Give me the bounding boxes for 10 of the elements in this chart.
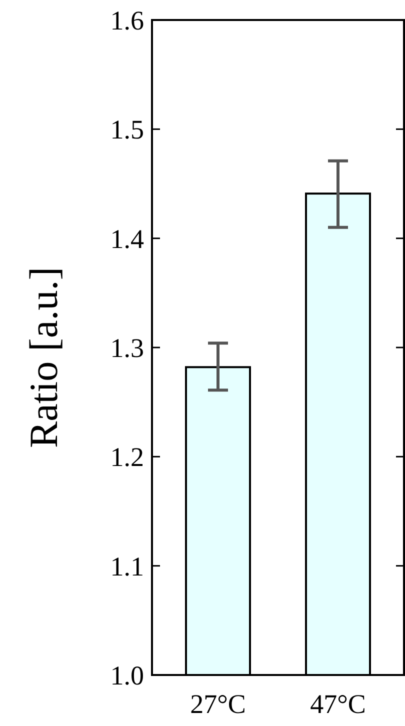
y-tick-label: 1.4 (110, 224, 144, 254)
y-tick-label: 1.0 (110, 660, 144, 690)
x-tick-label: 47°C (310, 689, 366, 719)
y-tick-label: 1.1 (110, 551, 144, 582)
y-tick-label: 1.3 (110, 332, 144, 363)
y-tick-label: 1.6 (110, 5, 144, 36)
x-tick-label: 27°C (190, 689, 246, 719)
y-tick-label: 1.5 (110, 114, 144, 145)
y-axis-title: Ratio [a.u.] (21, 266, 66, 448)
y-tick-label: 1.2 (110, 442, 144, 472)
